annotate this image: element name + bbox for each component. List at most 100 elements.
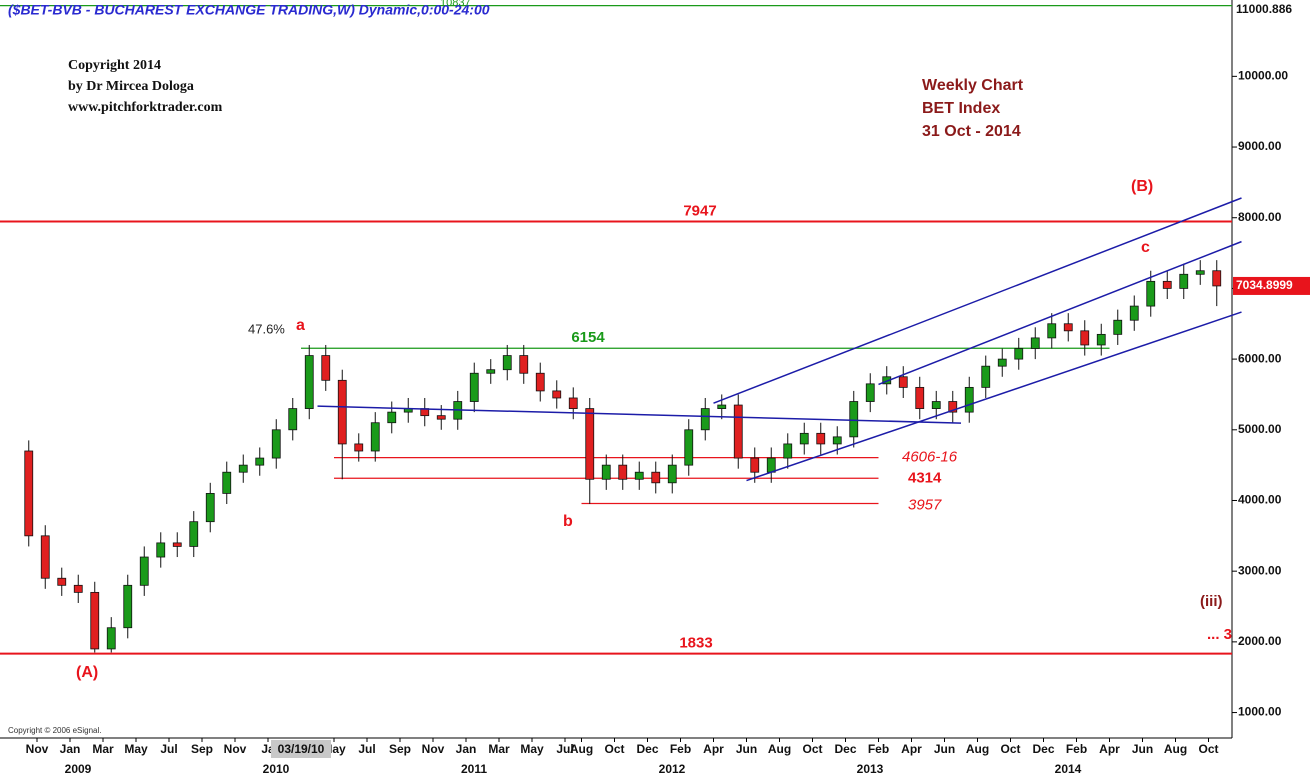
- candle-body: [535, 372, 545, 392]
- x-tick-label: Feb: [670, 742, 691, 756]
- footer: Copyright © 2006 eSignal.: [8, 726, 102, 735]
- info-line: 31 Oct - 2014: [922, 123, 1021, 140]
- x-tick-label: Apr: [703, 742, 724, 756]
- candle-body: [1113, 319, 1123, 335]
- x-tick-label: Jul: [358, 742, 375, 756]
- x-tick-label: Jan: [60, 742, 81, 756]
- x-tick-label: Aug: [1164, 742, 1187, 756]
- annotation: 47.6%: [248, 321, 285, 336]
- candle-body: [271, 429, 281, 459]
- candle-body: [717, 404, 727, 409]
- info-line: BET Index: [922, 100, 1000, 117]
- candle-body: [898, 376, 908, 388]
- candle-body: [370, 422, 380, 452]
- candle-body: [585, 408, 595, 480]
- candles: [24, 260, 1222, 653]
- candle-body: [24, 450, 34, 537]
- x-tick-label: Dec: [636, 742, 658, 756]
- x-tick-label: Mar: [92, 742, 114, 756]
- copyright-line: www.pitchforktrader.com: [68, 100, 223, 115]
- candle-body: [469, 372, 479, 402]
- annotation: b: [563, 513, 573, 530]
- marker-label: 7034.8999: [1236, 278, 1293, 292]
- candle-body: [1195, 270, 1205, 275]
- y-tick-label: 1000.00: [1238, 705, 1282, 719]
- x-tick-label: Sep: [389, 742, 411, 756]
- candle-body: [222, 471, 232, 494]
- candle-body: [1212, 270, 1222, 287]
- candle-body: [1030, 337, 1040, 349]
- x-tick-label: Nov: [26, 742, 49, 756]
- year-label: 2011: [461, 762, 487, 776]
- copyright-line: by Dr Mircea Dologa: [68, 79, 194, 94]
- x-tick-label: Jun: [1132, 742, 1153, 756]
- candle-body: [915, 386, 925, 409]
- marker-label: 11000.886: [1236, 2, 1292, 16]
- year-label: 2012: [659, 762, 686, 776]
- candle-body: [1129, 305, 1139, 321]
- candle-body: [799, 432, 809, 445]
- level-label: 7947: [683, 202, 716, 219]
- year-label: 2014: [1055, 762, 1082, 776]
- candle-body: [502, 355, 512, 371]
- candle-body: [1063, 323, 1073, 332]
- candle-body: [1146, 280, 1156, 307]
- candle-body: [1162, 280, 1172, 289]
- candle-body: [568, 397, 578, 409]
- candle-body: [667, 464, 677, 484]
- candle-body: [337, 379, 347, 445]
- candle-body: [123, 584, 133, 629]
- candle-body: [832, 436, 842, 445]
- x-tick-label: Sep: [191, 742, 213, 756]
- year-label: 2010: [263, 762, 290, 776]
- x-tick-label: May: [124, 742, 148, 756]
- candle-body: [651, 471, 661, 484]
- year-label: 2013: [857, 762, 884, 776]
- candle-body: [354, 443, 364, 452]
- level-label: 4314: [908, 469, 942, 486]
- x-tick-label: Aug: [570, 742, 593, 756]
- candle-body: [865, 383, 875, 402]
- level-label: 3957: [908, 496, 942, 513]
- candle-body: [684, 429, 694, 466]
- candle-body: [783, 443, 793, 459]
- candle-body: [238, 464, 248, 473]
- candle-body: [172, 542, 182, 547]
- info-line: Weekly Chart: [922, 77, 1024, 94]
- x-tick-label: Oct: [1000, 742, 1020, 756]
- candle-body: [436, 415, 446, 420]
- candle-body: [964, 386, 974, 413]
- y-tick-label: 9000.00: [1238, 139, 1282, 153]
- x-tick-label: Oct: [1198, 742, 1218, 756]
- annotation: a: [296, 317, 305, 334]
- x-tick-label: Dec: [834, 742, 856, 756]
- candle-body: [205, 493, 215, 523]
- candle-body: [1096, 333, 1106, 346]
- candle-body: [766, 457, 776, 473]
- annotation: (iii): [1200, 593, 1223, 610]
- candle-body: [948, 401, 958, 413]
- y-tick-label: 2000.00: [1238, 634, 1282, 648]
- candle-body: [387, 411, 397, 424]
- x-tick-label: Jul: [160, 742, 177, 756]
- candle-body: [1080, 330, 1090, 346]
- level-label: 6154: [571, 329, 605, 346]
- candle-body: [981, 365, 991, 388]
- texts: ($BET-BVB - BUCHAREST EXCHANGE TRADING,W…: [8, 0, 1310, 776]
- trendline: [317, 405, 962, 424]
- candle-body: [519, 355, 529, 374]
- candle-body: [288, 408, 298, 431]
- candle-body: [634, 471, 644, 480]
- candle-body: [139, 556, 149, 586]
- annotation: c: [1141, 239, 1150, 256]
- x-tick-label: Mar: [488, 742, 510, 756]
- x-tick-label: May: [520, 742, 544, 756]
- candle-body: [1014, 348, 1024, 360]
- y-tick-label: 5000.00: [1238, 422, 1282, 436]
- x-tick-label: Jul: [556, 742, 573, 756]
- x-tick-label: Aug: [768, 742, 791, 756]
- candle-body: [486, 369, 496, 374]
- annotation: (B): [1131, 178, 1153, 195]
- marker-box: [1233, 276, 1310, 295]
